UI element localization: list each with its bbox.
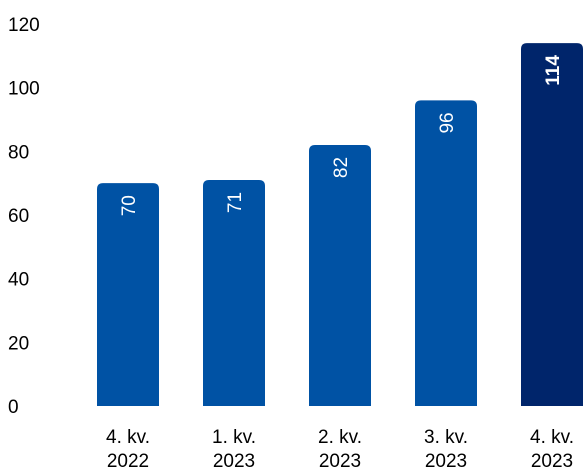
bar-value-label: 71 <box>225 192 246 213</box>
x-category-label-line: 4. kv. <box>530 427 574 448</box>
bar <box>97 183 159 406</box>
x-category-label: 4. kv. 2023 <box>530 427 574 472</box>
x-category-label: 1. kv. 2023 <box>212 427 256 472</box>
x-category-label: 2. kv. 2023 <box>318 427 362 472</box>
x-category-label-line: 2022 <box>107 451 149 472</box>
bar <box>203 179 265 406</box>
x-category-label: 3. kv. 2023 <box>424 427 468 472</box>
y-tick-label: 40 <box>8 270 29 291</box>
x-category-label-line: 1. kv. <box>212 427 256 448</box>
bars: 70 71 82 96 114 <box>97 43 583 407</box>
bar <box>415 100 477 407</box>
y-tick-label: 20 <box>8 333 29 354</box>
y-tick-label: 0 <box>8 397 19 418</box>
x-category-label-line: 4. kv. <box>106 427 150 448</box>
x-category-label-line: 2023 <box>531 451 573 472</box>
x-axis: 4. kv. 2022 1. kv. 2023 2. kv. 2023 3. kv. 2023… <box>106 427 574 472</box>
bar-value-label: 82 <box>331 157 352 178</box>
bar <box>521 43 583 406</box>
x-category-label: 4. kv. 2022 <box>106 427 150 472</box>
y-axis: 0 20 40 60 80 100 120 <box>8 15 40 418</box>
bar-value-label: 114 <box>543 55 564 86</box>
bar-value-label: 70 <box>119 195 140 216</box>
x-category-label-line: 2. kv. <box>318 427 362 448</box>
x-category-label-line: 2023 <box>319 451 361 472</box>
y-tick-label: 80 <box>8 142 29 163</box>
y-tick-label: 60 <box>8 206 29 227</box>
bar-value-label: 96 <box>437 112 458 133</box>
x-category-label-line: 2023 <box>425 451 467 472</box>
x-category-label-line: 2023 <box>213 451 255 472</box>
y-tick-label: 100 <box>8 79 40 100</box>
y-tick-label: 120 <box>8 15 40 36</box>
x-category-label-line: 3. kv. <box>424 427 468 448</box>
bar <box>309 144 371 406</box>
